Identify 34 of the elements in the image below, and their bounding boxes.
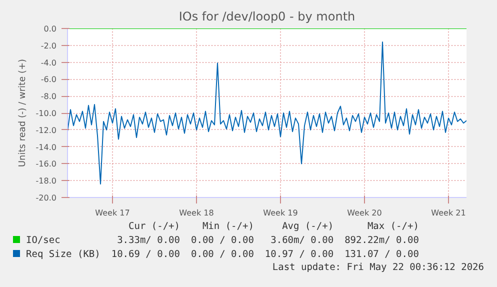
text: 3.60m/ 0.00 — [270, 234, 335, 248]
x-tick-label: Week 19 — [263, 208, 298, 218]
text: 131.07 / 0.00 — [344, 248, 420, 262]
text: 0.00 / 0.00 — [190, 234, 255, 248]
y-tick-label: -10.0 — [36, 109, 57, 118]
text: Max (-/+) — [366, 220, 420, 234]
y-tick-label: -16.0 — [36, 160, 57, 169]
y-tick-label: -14.0 — [36, 142, 57, 152]
text: Min (-/+) — [201, 220, 255, 234]
x-tick-label: Week 21 — [431, 208, 466, 218]
y-tick-label: 0.0 — [44, 24, 57, 34]
text: 892.22m/ 0.00 — [344, 234, 420, 248]
text: Avg (-/+) — [281, 220, 335, 234]
y-tick-label: -4.0 — [40, 58, 56, 68]
text: 10.97 / 0.00 — [264, 248, 335, 262]
text: Cur (-/+) — [128, 220, 181, 234]
y-axis-title: Units read (-) / write (+) — [18, 58, 28, 168]
legend-label: IO/sec — [25, 234, 62, 248]
y-tick-label: -18.0 — [36, 176, 57, 186]
x-tick-label: Week 20 — [347, 208, 382, 218]
x-tick-label: Week 18 — [179, 208, 214, 218]
text: 3.33m/ 0.00 — [116, 234, 181, 248]
y-tick-label: -20.0 — [36, 194, 57, 202]
y-tick-label: -6.0 — [40, 75, 56, 84]
text: 10.69 / 0.00 — [110, 248, 181, 262]
y-tick-label: -8.0 — [40, 92, 56, 102]
x-tick-label: Week 17 — [95, 208, 130, 218]
text: Last update: Fri May 22 00:36:12 2026 — [271, 262, 485, 274]
chart-title: IOs for /dev/loop0 - by month — [178, 10, 356, 24]
y-tick-label: -12.0 — [36, 126, 57, 135]
line-series — [68, 42, 466, 184]
y-tick-label: -2.0 — [40, 41, 56, 50]
legend-label: Req Size (KB) — [25, 248, 102, 262]
text: 0.00 / 0.00 — [190, 248, 255, 262]
